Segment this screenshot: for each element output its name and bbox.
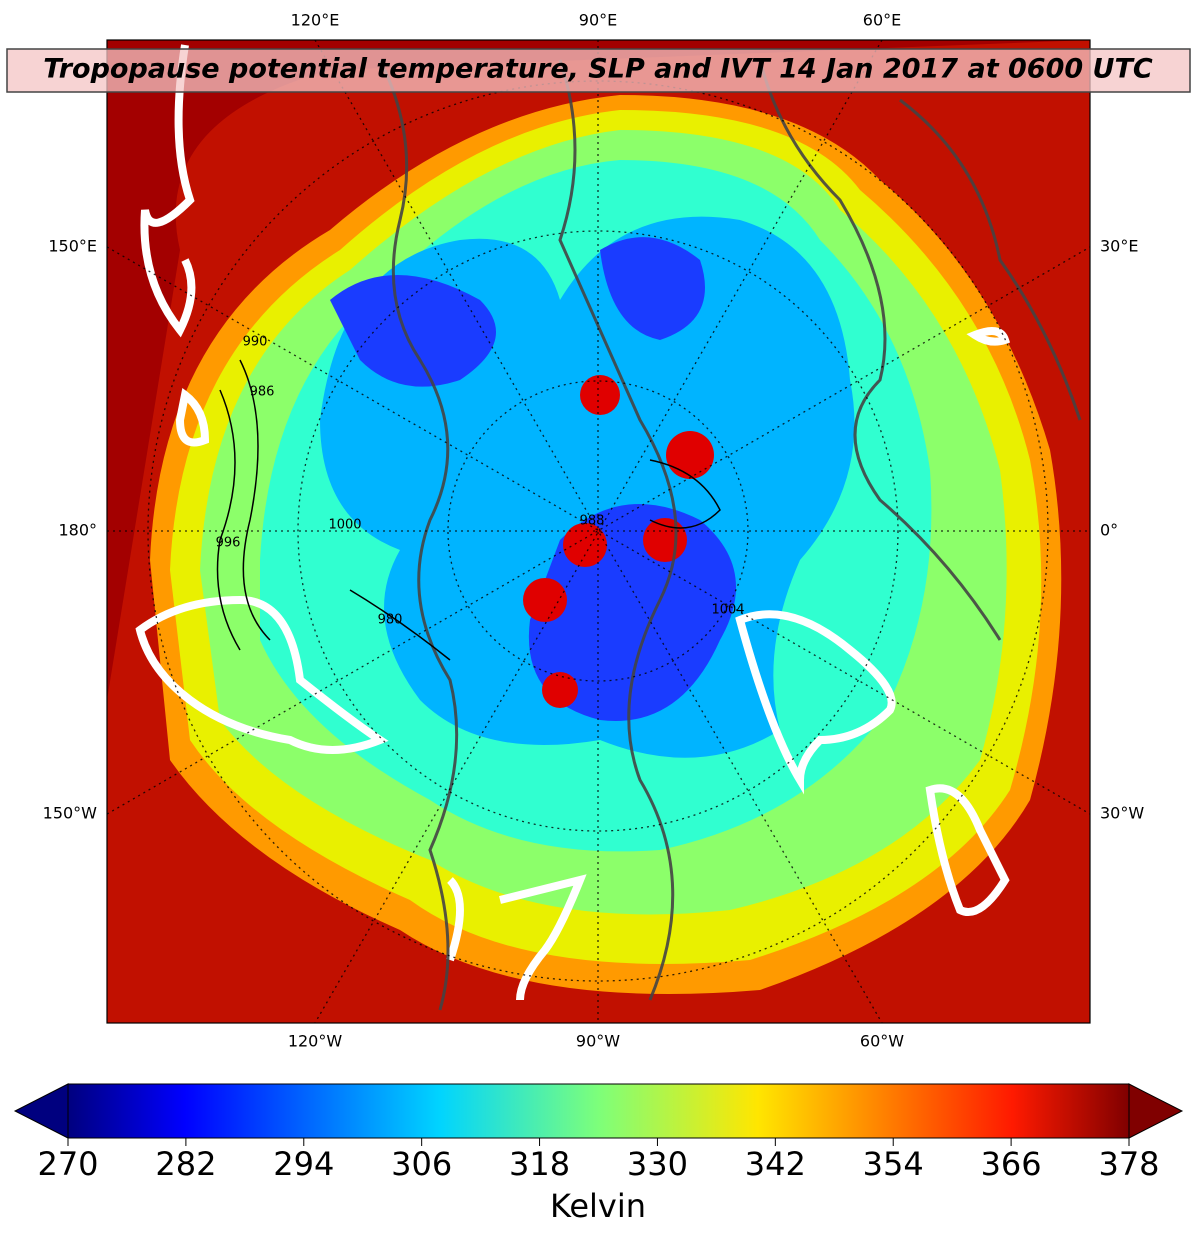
lon-label: 60°W xyxy=(860,1032,904,1051)
colorbar-tick-label: 354 xyxy=(863,1145,924,1183)
colorbar-tick-label: 270 xyxy=(37,1145,98,1183)
map-frame xyxy=(106,39,1091,1024)
lon-label: 0° xyxy=(1100,521,1118,540)
lon-label: 30°W xyxy=(1100,804,1144,823)
colorbar-tick-label: 342 xyxy=(745,1145,806,1183)
contour-label: 986 xyxy=(250,385,275,400)
colorbar-tick-label: 378 xyxy=(1098,1145,1159,1183)
contour-label: 1000 xyxy=(328,518,361,533)
map xyxy=(107,40,1090,1023)
lon-label: 90°W xyxy=(576,1032,620,1051)
colorbar-extend-high xyxy=(1128,1083,1184,1139)
title-box xyxy=(6,48,1191,93)
colorbar-tick-label: 294 xyxy=(273,1145,334,1183)
contour-label: 996 xyxy=(216,536,241,551)
colorbar-tick-label: 318 xyxy=(509,1145,570,1183)
lon-label: 30°E xyxy=(1100,237,1138,256)
colorbar-tick-label: 306 xyxy=(391,1145,452,1183)
colorbar-tick-label: 330 xyxy=(627,1145,688,1183)
lon-label: 180° xyxy=(58,521,97,540)
colorbar-extend-low xyxy=(13,1083,69,1139)
contour-label: 1004 xyxy=(711,603,744,618)
lon-label: 60°E xyxy=(863,11,901,30)
lon-label: 150°E xyxy=(48,237,97,256)
contour-label: 980 xyxy=(378,613,403,628)
contour-label: 990 xyxy=(243,335,268,350)
colorbar-label: Kelvin xyxy=(550,1187,646,1225)
lon-label: 150°W xyxy=(43,804,98,823)
colorbar-bar xyxy=(67,1083,1130,1139)
lon-label: 90°E xyxy=(579,11,617,30)
colorbar-tick-label: 282 xyxy=(155,1145,216,1183)
colorbar-tick-label: 366 xyxy=(981,1145,1042,1183)
lon-label: 120°W xyxy=(288,1032,343,1051)
title: Tropopause potential temperature, SLP an… xyxy=(43,54,1153,85)
contour-label: 988 xyxy=(580,514,605,529)
lon-label: 120°E xyxy=(291,11,340,30)
colorbar xyxy=(13,1083,1184,1139)
